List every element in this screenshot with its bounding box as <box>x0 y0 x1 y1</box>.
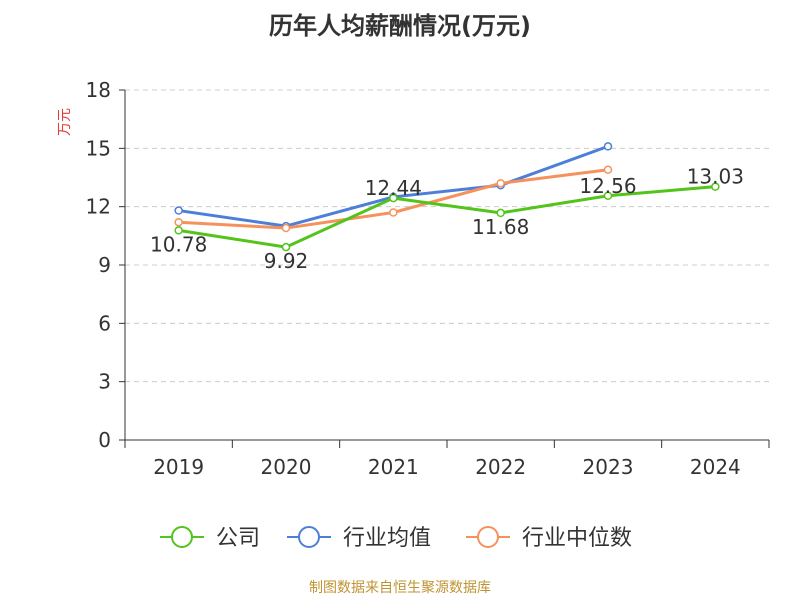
series-lines <box>174 142 720 252</box>
data-point <box>281 223 291 233</box>
x-tick-label: 2019 <box>153 455 204 479</box>
y-axis-label: 万元 <box>57 108 73 136</box>
y-tick-label: 6 <box>98 311 111 335</box>
x-tick-label: 2024 <box>690 455 741 479</box>
series-line-0 <box>178 185 716 249</box>
y-tick-label: 18 <box>86 78 111 102</box>
legend-marker <box>171 526 193 548</box>
x-tick-label: 2022 <box>475 455 526 479</box>
data-labels: 10.78 9.92 12.44 11.68 12.56 13.03 <box>150 165 744 273</box>
data-point <box>389 193 398 203</box>
x-tick-label: 2021 <box>368 455 419 479</box>
data-point <box>281 242 291 252</box>
data-label: 11.68 <box>472 215 529 239</box>
data-point <box>496 179 505 188</box>
data-point <box>603 142 613 151</box>
y-tick-label: 0 <box>98 428 111 452</box>
source-note: 制图数据来自恒生聚源数据库 <box>309 580 491 596</box>
y-tick-label: 15 <box>86 136 111 160</box>
data-label: 10.78 <box>150 232 207 256</box>
data-label: 12.56 <box>579 174 636 198</box>
legend-marker <box>298 526 320 548</box>
data-point <box>174 206 183 215</box>
y-tick-label: 9 <box>98 253 111 277</box>
data-point <box>711 182 720 191</box>
legend-marker <box>477 526 499 548</box>
data-point <box>603 165 613 174</box>
data-label: 9.92 <box>264 249 309 273</box>
legend-label: 公司 <box>216 526 260 551</box>
legend-label: 行业中位数 <box>522 526 632 551</box>
chart-title: 历年人均薪酬情况(万元) <box>269 12 531 40</box>
x-tick-label: 2020 <box>261 455 312 479</box>
data-point <box>389 208 398 217</box>
legend: 公司 行业均值 行业中位数 <box>160 526 632 551</box>
y-tick-label: 3 <box>98 370 111 394</box>
data-point <box>174 217 183 227</box>
data-label: 13.03 <box>687 165 744 189</box>
data-point <box>496 208 505 218</box>
legend-label: 行业均值 <box>343 526 431 551</box>
x-tick-label: 2023 <box>583 455 634 479</box>
data-point <box>603 191 613 201</box>
data-point <box>174 226 183 235</box>
axes: 0 3 6 9 12 15 18 2019 2020 2021 2022 2023 2024 万元 <box>57 78 770 479</box>
y-tick-label: 12 <box>86 195 111 219</box>
data-label: 12.44 <box>365 176 422 200</box>
